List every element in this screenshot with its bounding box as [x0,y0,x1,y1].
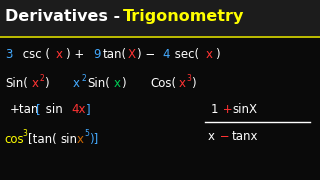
Text: 4: 4 [163,48,170,60]
Text: 3: 3 [22,129,27,138]
Text: X: X [128,48,136,60]
Text: ): ) [191,77,196,90]
Text: Trigonometry: Trigonometry [123,9,244,24]
Text: ) +: ) + [66,48,88,60]
Text: x: x [31,77,38,90]
FancyBboxPatch shape [0,0,320,36]
Text: cos: cos [5,133,24,146]
Text: ): ) [121,77,125,90]
Text: Sin(: Sin( [5,77,28,90]
Text: Sin(: Sin( [87,77,110,90]
Text: x: x [208,130,215,143]
Text: sec(: sec( [171,48,199,60]
Text: x: x [73,77,80,90]
Text: 4x: 4x [71,103,85,116]
Text: 2: 2 [39,74,44,83]
Text: +: + [219,103,236,116]
Text: ): ) [44,77,49,90]
Text: csc (: csc ( [19,48,50,60]
Text: [tan(: [tan( [28,133,56,146]
Text: 5: 5 [85,129,90,138]
Text: )]: )] [89,133,98,146]
Text: Derivatives -: Derivatives - [5,9,125,24]
Text: sinX: sinX [232,103,257,116]
Text: 9: 9 [93,48,100,60]
Text: 1: 1 [211,103,218,116]
Text: x: x [56,48,63,60]
Text: tanx: tanx [232,130,259,143]
Text: −: − [216,130,233,143]
Text: [: [ [36,103,40,116]
Text: tan(: tan( [102,48,126,60]
Text: x: x [77,133,84,146]
Text: ) −: ) − [137,48,159,60]
Text: 3: 3 [187,74,191,83]
Text: x: x [206,48,213,60]
Text: +tan: +tan [10,103,39,116]
Text: 3: 3 [5,48,12,60]
Text: Cos(: Cos( [150,77,177,90]
Text: x: x [113,77,120,90]
Text: ): ) [215,48,220,60]
Text: x: x [179,77,186,90]
Text: sin: sin [61,133,78,146]
Text: sin: sin [42,103,66,116]
Text: 2: 2 [81,74,86,83]
Text: ]: ] [86,103,90,116]
